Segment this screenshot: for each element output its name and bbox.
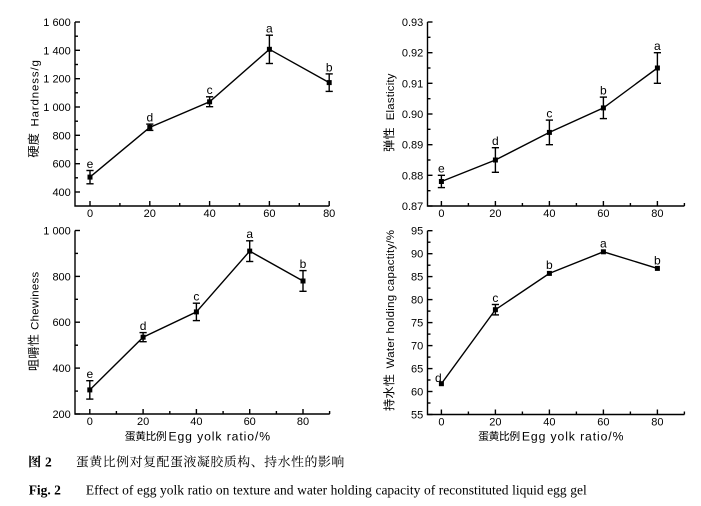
svg-text:2: 2 <box>45 454 52 469</box>
svg-text:400: 400 <box>52 363 70 375</box>
svg-text:b: b <box>300 257 307 271</box>
svg-text:d: d <box>140 319 147 333</box>
svg-text:0.89: 0.89 <box>402 140 423 152</box>
svg-text:e: e <box>87 157 94 171</box>
svg-text:a: a <box>654 39 661 53</box>
svg-text:a: a <box>266 22 273 36</box>
svg-text:a: a <box>246 227 253 241</box>
svg-text:60: 60 <box>244 416 256 428</box>
svg-text:800: 800 <box>52 271 70 283</box>
svg-text:90: 90 <box>411 249 423 261</box>
svg-text:85: 85 <box>411 272 423 284</box>
svg-text:0: 0 <box>87 416 93 428</box>
svg-text:20: 20 <box>144 208 156 220</box>
svg-text:b: b <box>546 258 553 272</box>
svg-text:400: 400 <box>52 187 70 199</box>
svg-text:c: c <box>193 290 199 304</box>
svg-text:0: 0 <box>87 208 93 220</box>
svg-text:a: a <box>600 236 607 250</box>
svg-text:d: d <box>435 371 442 385</box>
svg-text:c: c <box>207 83 213 97</box>
svg-text:20: 20 <box>489 208 501 220</box>
svg-text:1 200: 1 200 <box>43 74 71 86</box>
svg-text:1 400: 1 400 <box>43 45 71 57</box>
svg-text:65: 65 <box>411 364 423 376</box>
svg-text:Egg yolk ratio/%: Egg yolk ratio/% <box>522 430 624 444</box>
svg-text:40: 40 <box>543 208 555 220</box>
svg-text:40: 40 <box>543 417 555 429</box>
svg-text:80: 80 <box>651 208 663 220</box>
svg-text:0.93: 0.93 <box>402 17 423 29</box>
svg-text:d: d <box>146 111 153 125</box>
svg-text:c: c <box>492 291 498 305</box>
svg-text:200: 200 <box>52 409 70 421</box>
svg-text:55: 55 <box>411 410 423 422</box>
svg-text:80: 80 <box>297 416 309 428</box>
svg-text:d: d <box>492 134 499 148</box>
svg-text:0.90: 0.90 <box>402 109 423 121</box>
svg-text:e: e <box>438 162 445 176</box>
svg-text:1 000: 1 000 <box>43 226 71 238</box>
svg-text:0.88: 0.88 <box>402 170 423 182</box>
svg-text:0: 0 <box>438 208 444 220</box>
svg-text:c: c <box>546 107 552 121</box>
svg-text:Chewiness: Chewiness <box>30 271 42 329</box>
svg-text:b: b <box>326 60 333 74</box>
svg-text:Egg yolk ratio/%: Egg yolk ratio/% <box>168 430 270 444</box>
svg-text:60: 60 <box>597 208 609 220</box>
svg-text:70: 70 <box>411 341 423 353</box>
svg-text:1 600: 1 600 <box>43 17 71 29</box>
svg-text:60: 60 <box>263 208 275 220</box>
svg-text:40: 40 <box>203 208 215 220</box>
svg-text:0.92: 0.92 <box>402 48 423 60</box>
svg-text:Water holding capactity/%: Water holding capactity/% <box>385 230 397 369</box>
svg-text:600: 600 <box>52 317 70 329</box>
svg-text:20: 20 <box>489 417 501 429</box>
svg-text:Elasticity: Elasticity <box>385 73 397 120</box>
svg-text:b: b <box>654 253 661 267</box>
svg-text:b: b <box>600 84 607 98</box>
svg-text:e: e <box>86 367 93 381</box>
svg-text:95: 95 <box>411 226 423 238</box>
svg-text:40: 40 <box>190 416 202 428</box>
svg-text:Fig. 2: Fig. 2 <box>29 482 61 497</box>
svg-text:60: 60 <box>411 387 423 399</box>
svg-text:0: 0 <box>438 417 444 429</box>
svg-text:0.91: 0.91 <box>402 78 423 90</box>
svg-text:Hardness/g: Hardness/g <box>30 59 42 126</box>
svg-text:0.87: 0.87 <box>402 201 423 213</box>
svg-text:600: 600 <box>52 159 70 171</box>
svg-text:1 000: 1 000 <box>43 102 71 114</box>
svg-text:60: 60 <box>597 417 609 429</box>
svg-text:75: 75 <box>411 318 423 330</box>
svg-text:80: 80 <box>411 295 423 307</box>
svg-text:20: 20 <box>137 416 149 428</box>
svg-text:80: 80 <box>323 208 335 220</box>
svg-text:Effect of egg yolk ratio on te: Effect of egg yolk ratio on texture and … <box>86 482 587 497</box>
svg-text:80: 80 <box>651 417 663 429</box>
svg-text:800: 800 <box>52 130 70 142</box>
